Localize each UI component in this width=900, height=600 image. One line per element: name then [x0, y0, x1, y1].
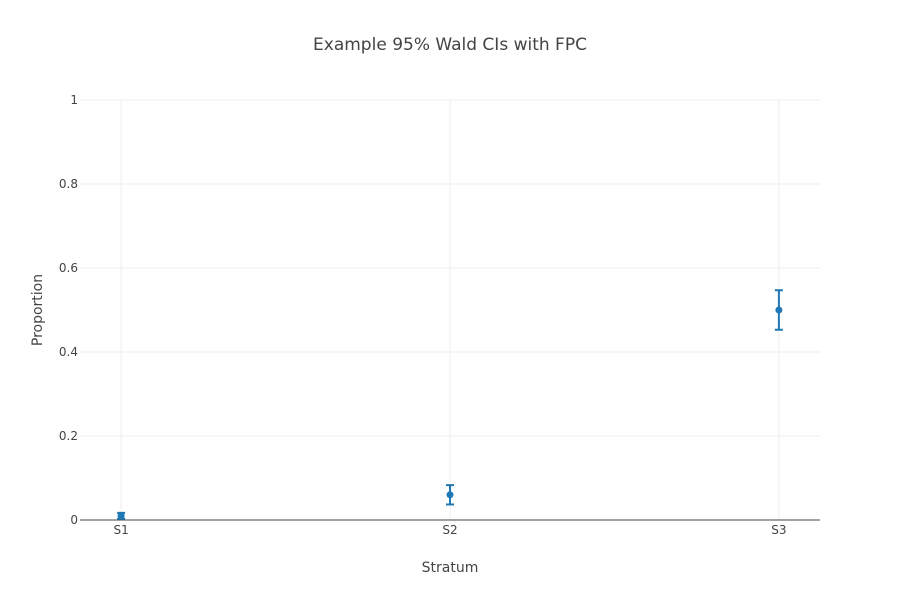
x-tick-label-s1: S1	[113, 523, 128, 537]
y-tick-label: 0.6	[59, 261, 78, 275]
x-axis-title: Stratum	[422, 560, 479, 576]
marks-layer	[117, 289, 783, 520]
axis-layer: 0 0.2 0.4 0.6 0.8 1 S1 S2 S3	[59, 93, 820, 537]
data-point-s2	[446, 491, 454, 499]
x-tick-label-s3: S3	[771, 523, 786, 537]
y-tick-label: 0	[70, 513, 78, 527]
chart-title: Example 95% Wald CIs with FPC	[313, 35, 587, 55]
y-tick-label: 0.2	[59, 429, 78, 443]
y-tick-label: 1	[70, 93, 78, 107]
grid-layer	[80, 99, 820, 520]
data-point-s3	[775, 306, 783, 314]
y-tick-label: 0.4	[59, 345, 78, 359]
data-point-s1	[117, 512, 125, 520]
y-tick-label: 0.8	[59, 177, 78, 191]
x-tick-label-s2: S2	[442, 523, 457, 537]
y-axis-title: Proportion	[30, 274, 46, 346]
